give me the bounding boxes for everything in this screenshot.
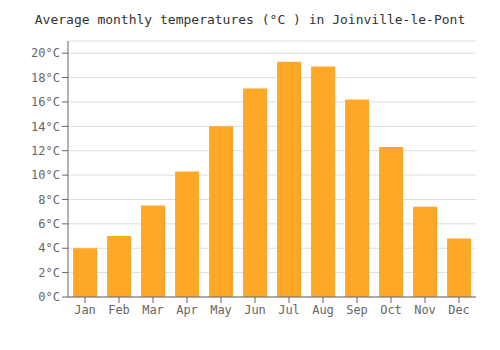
svg-text:16°C: 16°C bbox=[31, 95, 60, 109]
svg-text:12°C: 12°C bbox=[31, 144, 60, 158]
svg-text:14°C: 14°C bbox=[31, 120, 60, 134]
svg-text:Sep: Sep bbox=[346, 303, 368, 317]
svg-text:2°C: 2°C bbox=[38, 266, 60, 280]
html-text:Average monthly temperatures (: Average monthly temperatures (°C ) in Jo… bbox=[34, 12, 466, 27]
svg-text:20°C: 20°C bbox=[31, 46, 60, 60]
svg-text:0°C: 0°C bbox=[38, 290, 60, 304]
svg-text:Jan: Jan bbox=[74, 303, 96, 317]
svg-text:Feb: Feb bbox=[108, 303, 130, 317]
svg-text:Dec: Dec bbox=[448, 303, 470, 317]
svg-text:6°C: 6°C bbox=[38, 217, 60, 231]
svg-text:Mar: Mar bbox=[142, 303, 164, 317]
svg-text:Apr: Apr bbox=[176, 303, 198, 317]
svg-text:Jul: Jul bbox=[278, 303, 300, 317]
svg-text:4°C: 4°C bbox=[38, 241, 60, 255]
svg-text:10°C: 10°C bbox=[31, 168, 60, 182]
svg-text:18°C: 18°C bbox=[31, 71, 60, 85]
svg-text:Aug: Aug bbox=[312, 303, 334, 317]
svg-text:May: May bbox=[210, 303, 232, 317]
svg-text:Oct: Oct bbox=[380, 303, 402, 317]
svg-text:8°C: 8°C bbox=[38, 193, 60, 207]
svg-text:Nov: Nov bbox=[414, 303, 436, 317]
svg-text:Jun: Jun bbox=[244, 303, 266, 317]
